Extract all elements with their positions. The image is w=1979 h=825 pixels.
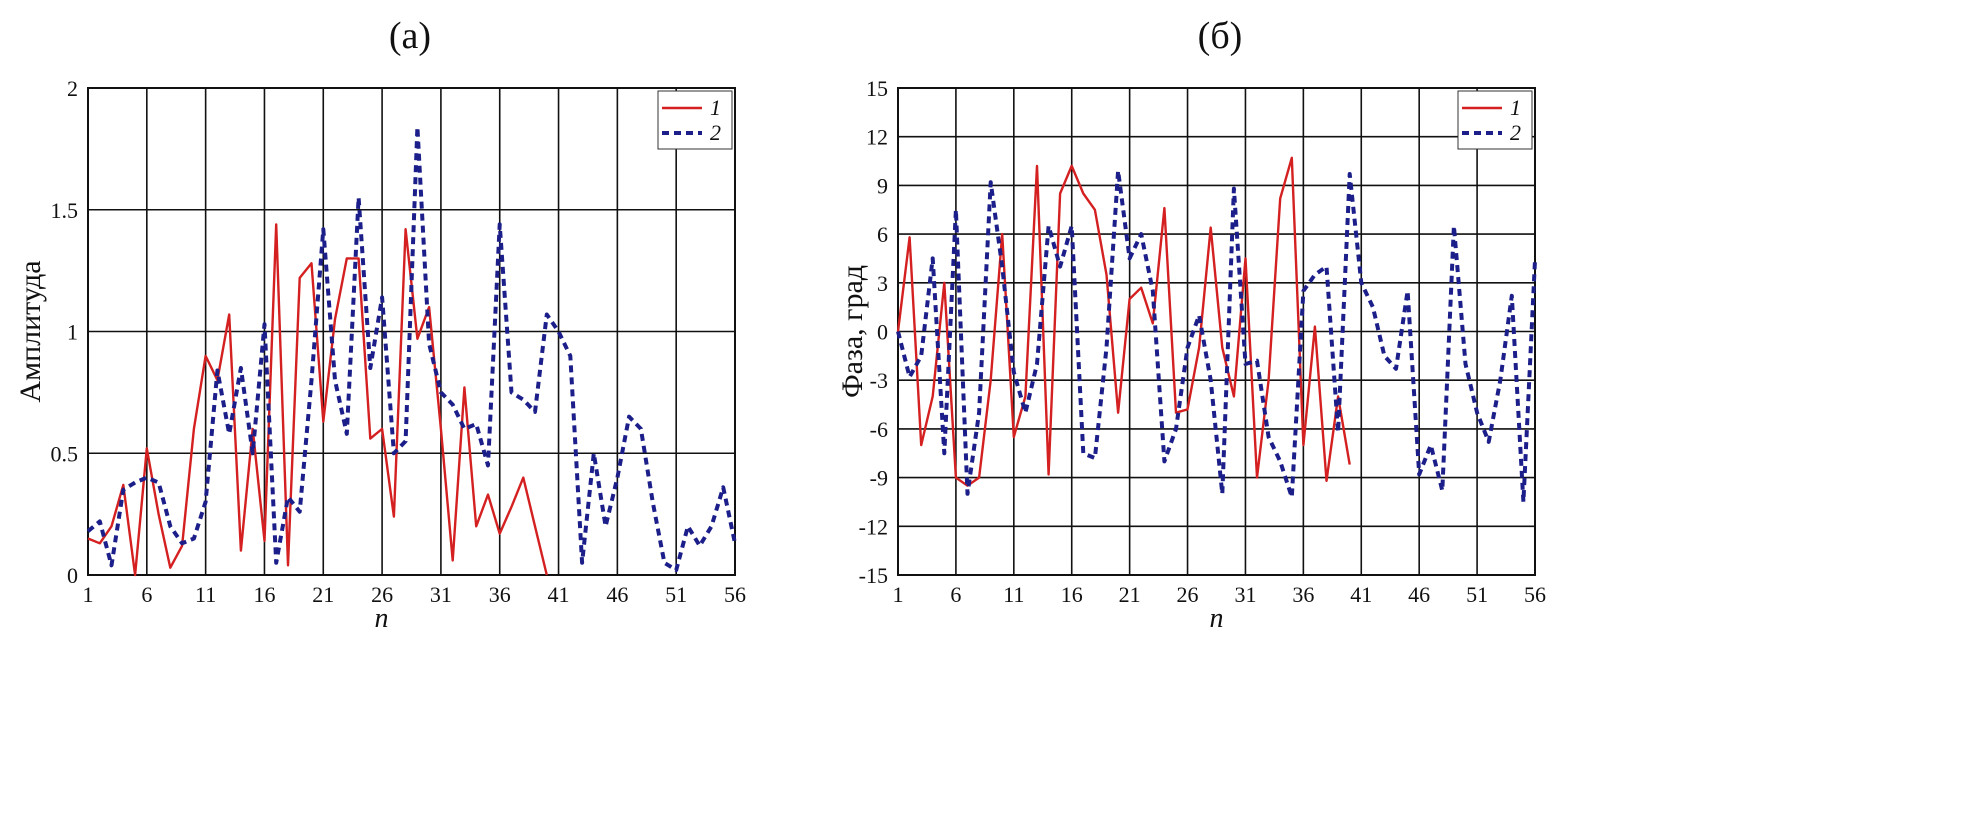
legend: 12 [658,91,732,149]
x-tick-label: 46 [606,582,628,607]
x-tick-label: 46 [1408,582,1430,607]
x-tick-label: 6 [141,582,152,607]
y-tick-label: 15 [866,76,888,101]
x-tick-label: 1 [893,582,904,607]
chart-title: (б) [1198,15,1243,57]
x-tick-label: 51 [665,582,687,607]
x-tick-label: 21 [1119,582,1141,607]
legend-label-2: 2 [1510,120,1521,145]
y-tick-label: 2 [67,76,78,101]
x-tick-label: 51 [1466,582,1488,607]
x-tick-label: 1 [83,582,94,607]
x-tick-label: 6 [950,582,961,607]
y-axis-label: Амплитуда [14,260,47,402]
x-tick-label: 21 [312,582,334,607]
y-tick-label: -15 [859,563,888,588]
legend-label-1: 1 [710,95,721,120]
y-tick-label: 9 [877,173,888,198]
y-tick-label: 1 [67,320,78,345]
x-tick-label: 56 [1524,582,1546,607]
series-line-1 [88,224,547,575]
y-tick-label: 0 [67,563,78,588]
y-tick-label: 12 [866,125,888,150]
y-tick-label: 6 [877,222,888,247]
x-axis-label: n [375,603,389,634]
legend-label-2: 2 [710,120,721,145]
x-axis-label: n [1210,603,1224,634]
x-tick-label: 31 [1234,582,1256,607]
x-tick-label: 26 [1177,582,1199,607]
x-tick-label: 36 [1292,582,1314,607]
series-line-1 [898,158,1350,486]
x-tick-label: 41 [548,582,570,607]
series-line-2 [88,127,735,570]
x-tick-label: 11 [1003,582,1024,607]
y-tick-label: 1.5 [51,198,79,223]
legend-label-1: 1 [1510,95,1521,120]
y-tick-label: 0 [877,320,888,345]
y-tick-label: -3 [870,368,888,393]
y-tick-label: -6 [870,417,888,442]
y-tick-label: -9 [870,466,888,491]
x-tick-label: 31 [430,582,452,607]
x-tick-label: 16 [1061,582,1083,607]
x-tick-label: 56 [724,582,746,607]
x-tick-label: 11 [195,582,216,607]
y-axis-label: Фаза, град [836,265,869,398]
x-tick-label: 16 [253,582,275,607]
y-tick-label: -12 [859,514,888,539]
chart-title: (a) [389,15,431,57]
y-tick-label: 0.5 [51,441,79,466]
x-tick-label: 41 [1350,582,1372,607]
legend: 12 [1458,91,1532,149]
x-tick-label: 36 [489,582,511,607]
y-tick-label: 3 [877,271,888,296]
